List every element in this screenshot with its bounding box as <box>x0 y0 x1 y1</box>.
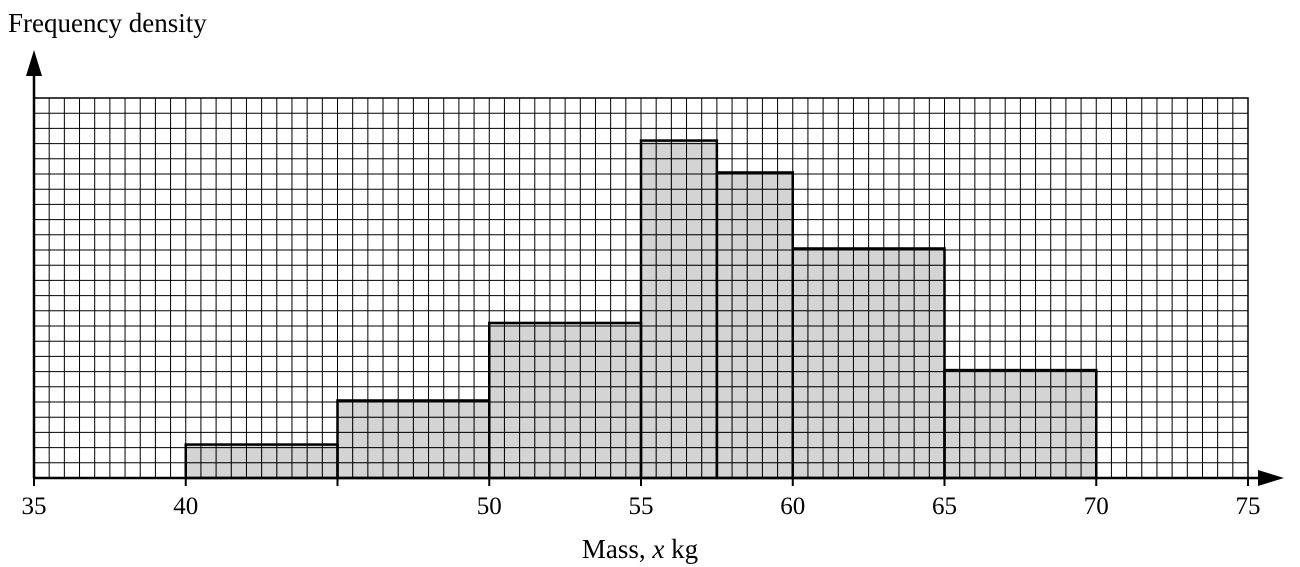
histogram-bar <box>716 172 793 479</box>
histogram-bar <box>641 140 717 478</box>
x-ticks: 35 40 50 55 60 65 70 75 <box>22 478 1261 520</box>
x-axis-label: Mass, x kg <box>582 534 698 564</box>
x-axis-label-variable: x <box>651 534 664 564</box>
x-tick-label: 55 <box>629 493 654 520</box>
bars <box>184 139 1098 480</box>
x-tick-label: 40 <box>173 493 198 520</box>
x-tick-label: 75 <box>1236 493 1261 520</box>
x-tick-label: 70 <box>1084 493 1109 520</box>
axes <box>26 50 1284 486</box>
x-axis-arrow-icon <box>1258 470 1284 486</box>
x-axis-label-prefix: Mass, <box>582 534 653 564</box>
x-tick-label: 60 <box>780 493 805 520</box>
bar-grid-overlay <box>185 140 1097 478</box>
y-axis-arrow-icon <box>26 50 42 76</box>
y-axis-label: Frequency density <box>8 8 207 38</box>
x-axis-label-unit: kg <box>664 534 698 564</box>
x-tick-label: 50 <box>477 493 502 520</box>
x-tick-label: 65 <box>932 493 957 520</box>
x-tick-label: 35 <box>22 493 47 520</box>
